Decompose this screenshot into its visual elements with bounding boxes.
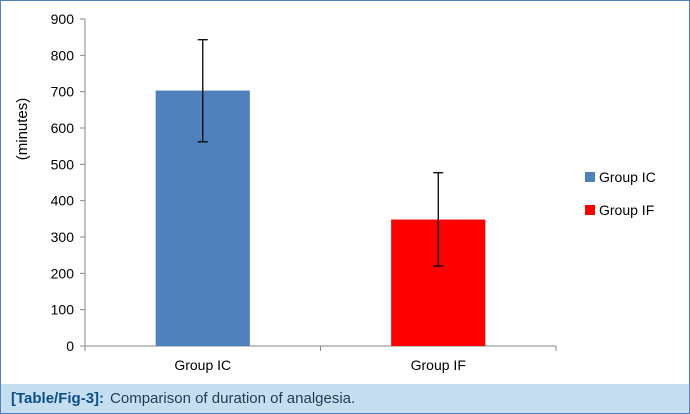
- y-tick-label: 600: [51, 120, 75, 136]
- x-axis: [84, 345, 557, 351]
- caption-label: [Table/Fig-3]:: [11, 390, 105, 407]
- y-tick-label: 0: [66, 338, 74, 354]
- figure-caption: [Table/Fig-3]: Comparison of duration of…: [1, 384, 689, 413]
- y-tick-label: 700: [51, 84, 75, 100]
- y-tick-label: 800: [51, 47, 75, 63]
- legend-swatch: [585, 172, 595, 182]
- bars: [155, 90, 486, 347]
- legend-label: Group IF: [599, 202, 654, 218]
- legend-swatch: [585, 205, 595, 215]
- legend: Group IC Group IF: [585, 169, 656, 218]
- error-bars: [197, 39, 444, 267]
- y-axis-label: (minutes): [14, 98, 31, 161]
- category-labels: Group IC Group IF: [174, 357, 466, 373]
- legend-label: Group IC: [599, 169, 656, 185]
- x-category-label: Group IC: [174, 357, 231, 373]
- y-tick-label: 300: [51, 229, 75, 245]
- caption-text: Comparison of duration of analgesia.: [110, 390, 356, 407]
- y-tick-label: 500: [51, 156, 75, 172]
- y-axis: 0 100 200 300 400 500 600 700 800 900: [51, 11, 86, 354]
- x-category-label: Group IF: [411, 357, 466, 373]
- y-tick-label: 200: [51, 265, 75, 281]
- y-tick-label: 900: [51, 11, 75, 27]
- y-tick-label: 100: [51, 302, 75, 318]
- y-tick-label: 400: [51, 193, 75, 209]
